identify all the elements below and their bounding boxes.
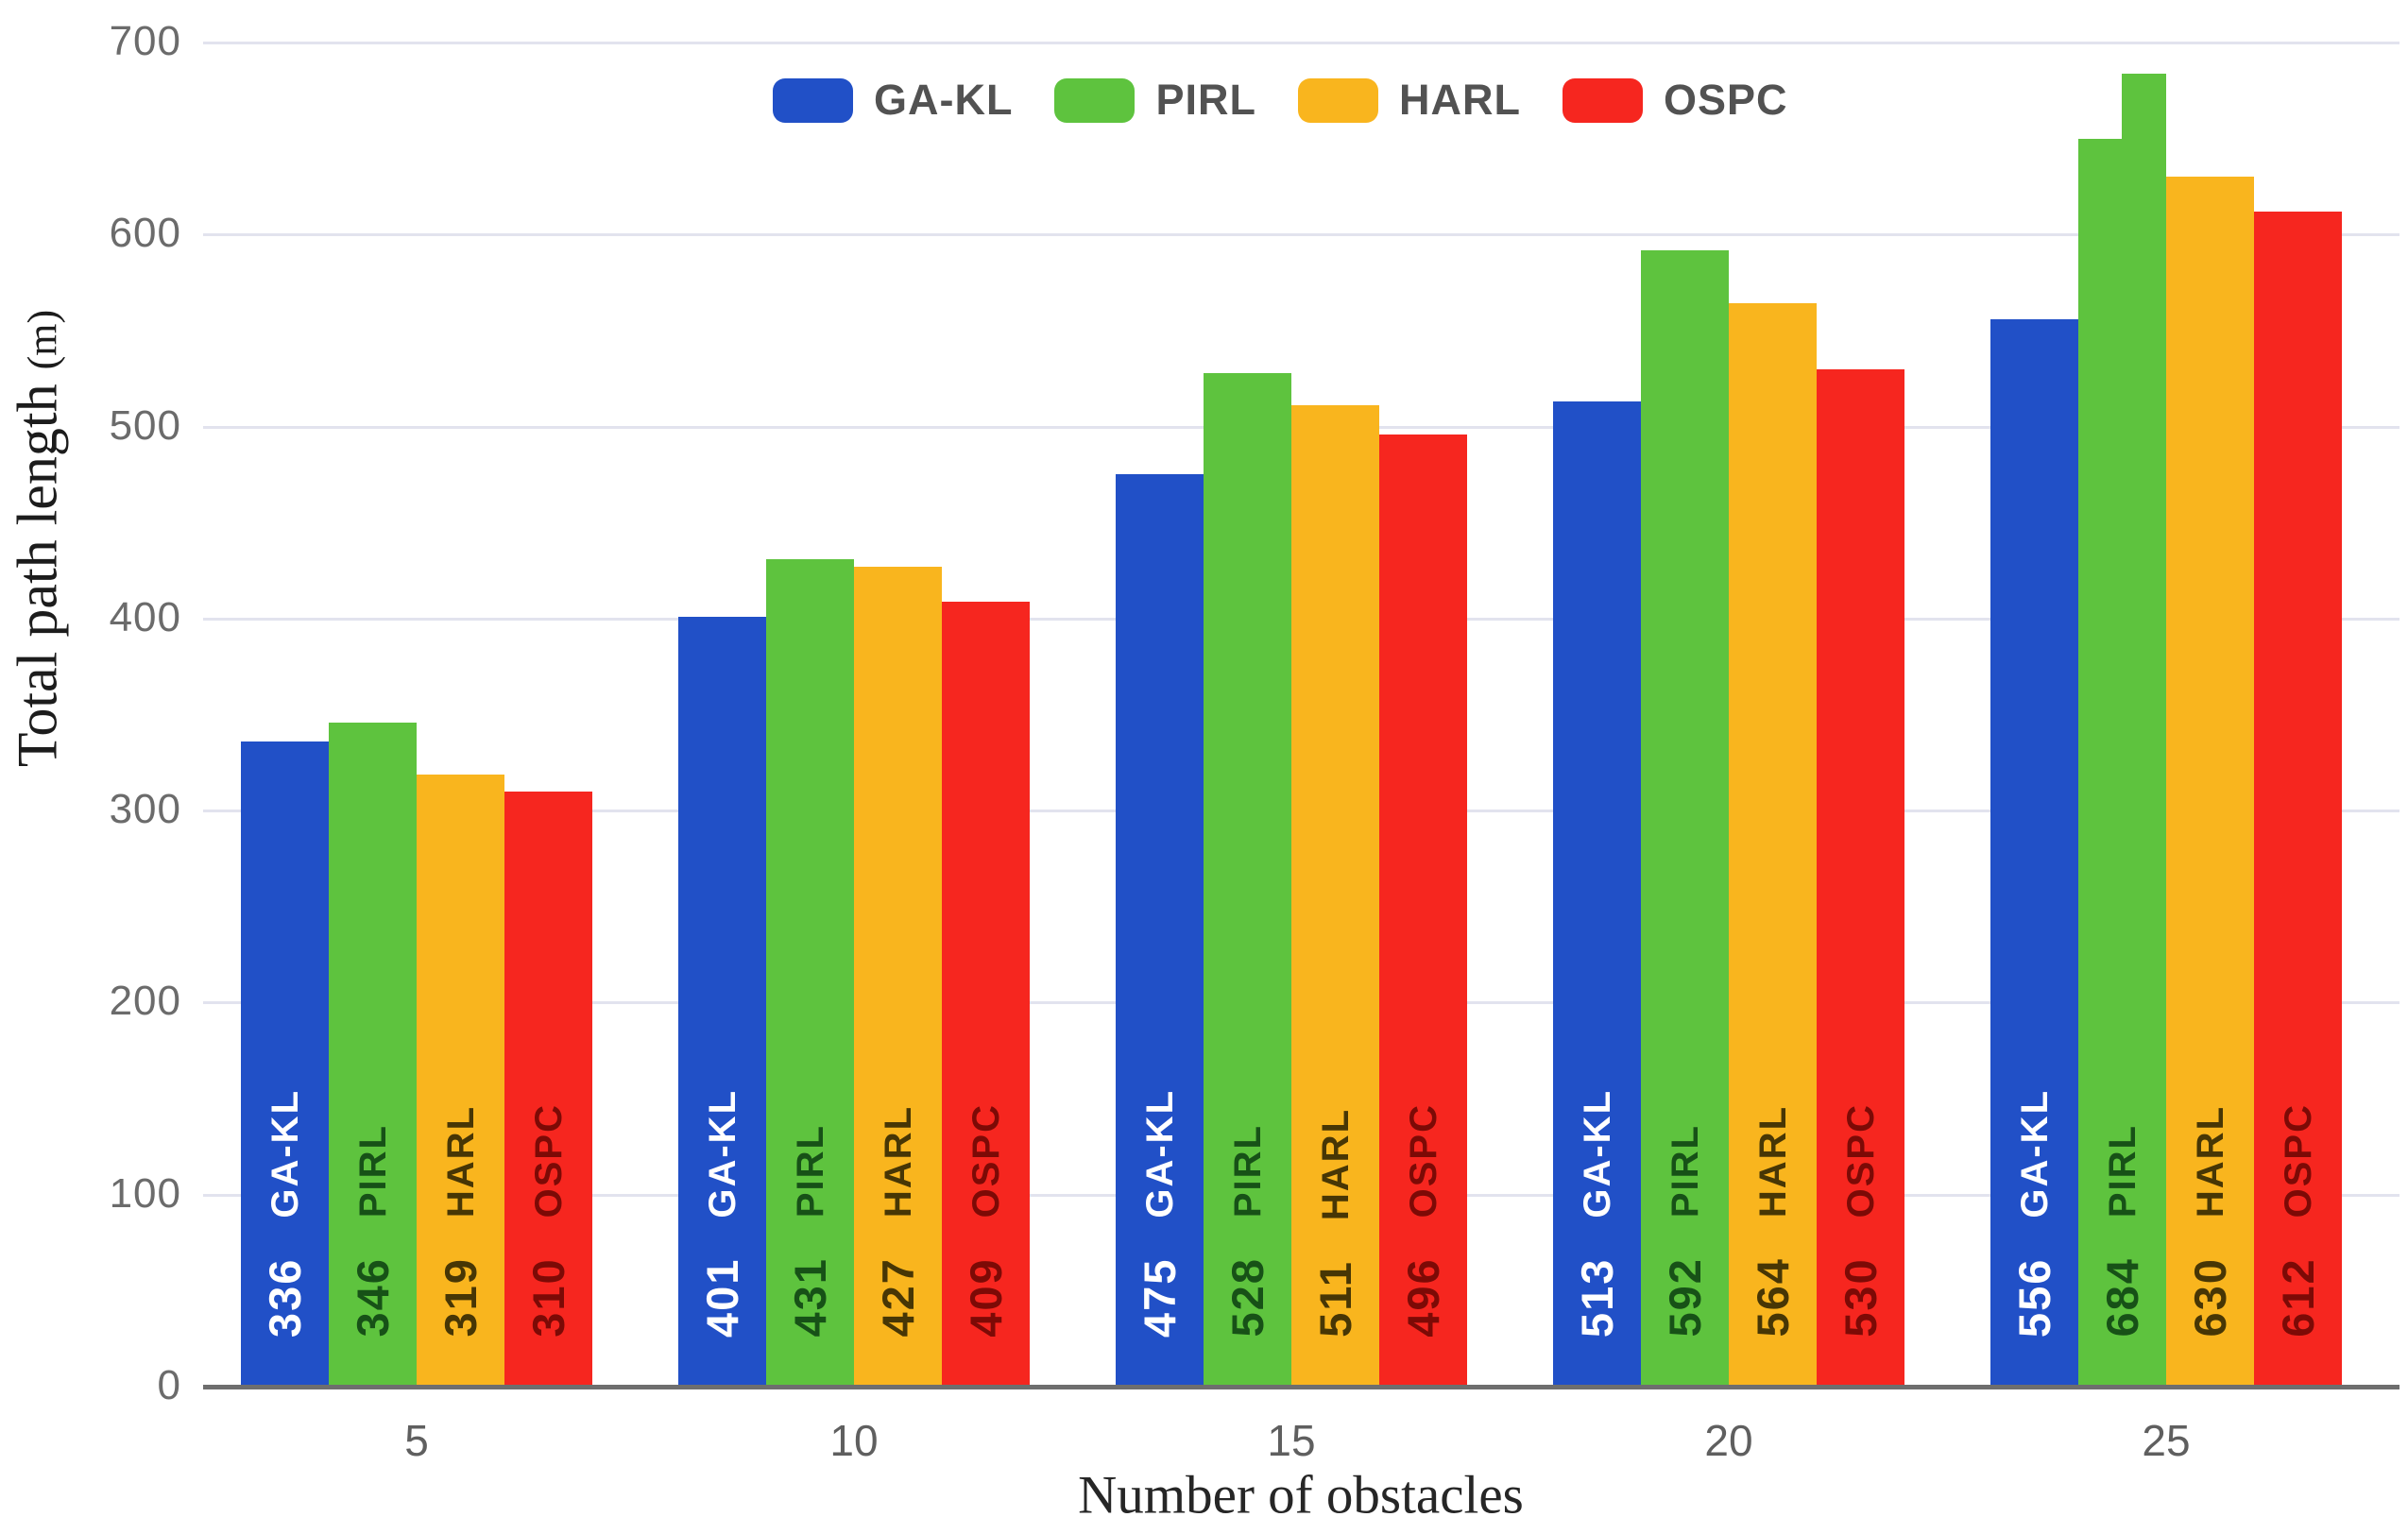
legend-label-pirl: PIRL	[1155, 76, 1256, 124]
bar-pirl-5	[329, 723, 417, 1387]
legend-swatch-ospc	[1562, 77, 1643, 123]
y-axis-tick-label: 300	[109, 786, 181, 832]
bar-harl-15	[1291, 405, 1379, 1387]
bar-harl-10	[854, 567, 942, 1387]
bar-harl-5	[417, 775, 504, 1387]
gridline-y600	[203, 233, 2399, 236]
bar-pirl-25-step	[2122, 74, 2166, 1387]
x-axis-title: Number of obstacles	[1078, 1465, 1524, 1525]
bar-ga-kl-10	[678, 617, 766, 1387]
legend-label-ga-kl: GA-KL	[874, 76, 1014, 124]
legend-swatch-pirl	[1054, 77, 1136, 123]
gridline-y700	[203, 42, 2399, 44]
y-axis-tick-label: 0	[157, 1362, 181, 1408]
legend: GA-KL PIRL HARL OSPC	[773, 76, 1788, 125]
y-axis-tick-label: 700	[109, 18, 181, 64]
bar-ospc-5	[504, 792, 592, 1387]
legend-item-ospc: OSPC	[1562, 76, 1788, 125]
legend-item-harl: HARL	[1298, 76, 1521, 125]
y-axis-tick-label: 400	[109, 594, 181, 640]
legend-swatch-harl	[1298, 77, 1378, 123]
x-axis-tick-label: 20	[1704, 1416, 1753, 1465]
bar-ospc-10	[942, 602, 1030, 1387]
legend-item-ga-kl: GA-KL	[773, 76, 1013, 125]
bar-ga-kl-20	[1553, 401, 1641, 1387]
bar-ospc-20	[1817, 369, 1904, 1387]
x-axis-tick-label: 15	[1267, 1416, 1316, 1465]
x-axis-line	[203, 1385, 2399, 1389]
y-axis-tick-label: 100	[109, 1170, 181, 1217]
y-axis-title: Total path length (m)	[6, 310, 71, 767]
bar-ospc-25	[2254, 212, 2342, 1387]
bar-pirl-10	[766, 559, 854, 1387]
bar-harl-25	[2166, 177, 2254, 1387]
y-axis-unit: (m)	[19, 309, 66, 370]
x-axis-tick-label: 25	[2142, 1416, 2191, 1465]
bar-ospc-15	[1379, 435, 1467, 1387]
y-axis-tick-label: 600	[109, 210, 181, 256]
bar-harl-20	[1729, 303, 1817, 1387]
x-axis-tick-label: 10	[829, 1416, 879, 1465]
legend-swatch-ga-kl	[773, 77, 853, 123]
bar-ga-kl-25	[1990, 319, 2078, 1387]
bar-pirl-15	[1204, 373, 1291, 1387]
y-axis-tick-label: 200	[109, 978, 181, 1024]
bar-pirl-20	[1641, 250, 1729, 1387]
legend-item-pirl: PIRL	[1054, 76, 1256, 125]
bar-ga-kl-5	[241, 741, 329, 1387]
bar-ga-kl-15	[1116, 474, 1204, 1387]
y-axis-title-text: Total path length	[6, 369, 69, 768]
legend-label-ospc: OSPC	[1663, 76, 1788, 124]
legend-label-harl: HARL	[1399, 76, 1521, 124]
x-axis-tick-label: 5	[404, 1416, 429, 1465]
y-axis-tick-label: 500	[109, 402, 181, 449]
